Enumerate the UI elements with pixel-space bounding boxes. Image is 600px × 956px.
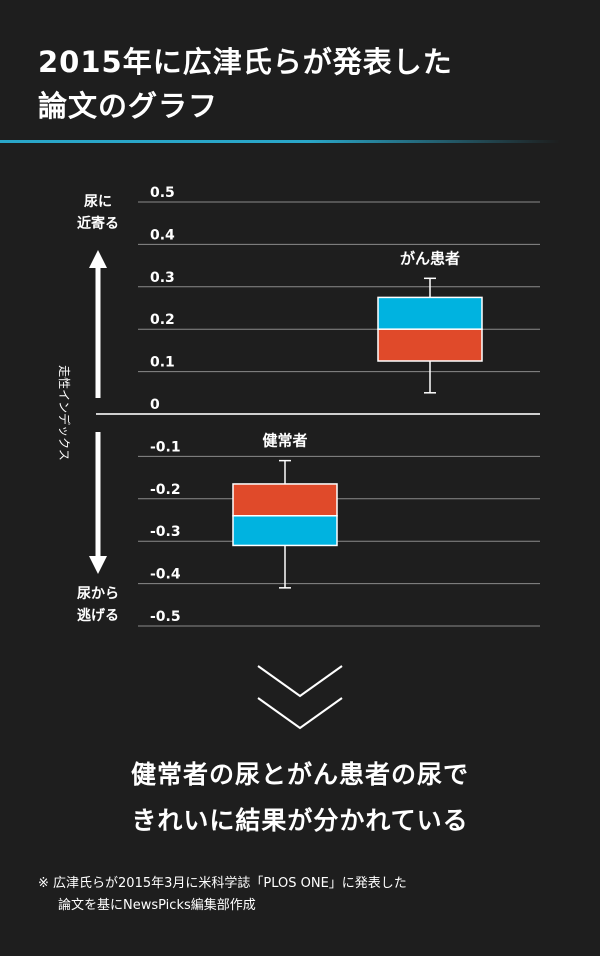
- axis-annotation: 尿に 近寄る 尿から 逃げる 走性インデックス: [57, 194, 119, 624]
- box-lower-half: [232, 515, 338, 547]
- y-tick-label: -0.2: [150, 482, 181, 498]
- footnote-line-2: 論文を基にNewsPicks編集部作成: [58, 898, 256, 913]
- direction-top-line2: 近寄る: [77, 215, 119, 232]
- conclusion-line-2: きれいに結果が分かれている: [131, 806, 469, 835]
- y-tick-label: 0.5: [150, 185, 175, 201]
- y-tick-label: 0.2: [150, 312, 175, 328]
- series-label: がん患者: [400, 249, 460, 267]
- y-tick-label: -0.5: [150, 609, 181, 625]
- box-healthy: 健常者: [232, 432, 338, 589]
- box-cancer: がん患者: [377, 249, 483, 394]
- arrow-down-icon: [89, 556, 107, 574]
- y-tick-label: 0: [150, 397, 160, 413]
- conclusion-text: 健常者の尿とがん患者の尿で きれいに結果が分かれている: [0, 752, 600, 844]
- chevron-down-icon: [257, 665, 343, 730]
- direction-bottom-line2: 逃げる: [77, 607, 119, 624]
- boxplot-chart: 0.5 0.4 0.3 0.2 0.1 0 -0.1 -0.2 -0.3 -0.4 -0.5 尿に …: [57, 185, 540, 627]
- series-label: 健常者: [262, 432, 307, 450]
- box-layer: 健常者 がん患者: [232, 249, 483, 589]
- y-tick-label: -0.3: [150, 524, 181, 540]
- conclusion-line-1: 健常者の尿とがん患者の尿で: [130, 760, 469, 789]
- box-lower-half: [377, 328, 483, 362]
- box-upper-half: [232, 483, 338, 517]
- direction-top-line1: 尿に: [84, 194, 112, 210]
- box-upper-half: [377, 296, 483, 330]
- tick-label-layer: 0.5 0.4 0.3 0.2 0.1 0 -0.1 -0.2 -0.3 -0.4 -0.5: [150, 185, 181, 625]
- footnote: ※ 広津氏らが2015年3月に米科学誌「PLOS ONE」に発表した 論文を基に…: [38, 873, 578, 917]
- y-tick-label: 0.1: [150, 355, 175, 371]
- y-tick-label: 0.4: [150, 227, 175, 243]
- accent-divider: [0, 140, 560, 143]
- title-line-1: 2015年に広津氏らが発表した: [38, 45, 453, 79]
- y-tick-label: -0.1: [150, 439, 181, 455]
- grid-layer: [96, 201, 540, 627]
- title-line-2: 論文のグラフ: [38, 89, 219, 123]
- footnote-line-1: ※ 広津氏らが2015年3月に米科学誌「PLOS ONE」に発表した: [38, 876, 407, 891]
- y-tick-label: 0.3: [150, 270, 175, 286]
- y-axis-label: 走性インデックス: [57, 365, 72, 461]
- arrow-up-icon: [89, 250, 107, 268]
- y-tick-label: -0.4: [150, 567, 181, 583]
- page-title: 2015年に広津氏らが発表した 論文のグラフ: [38, 40, 558, 128]
- direction-bottom-line1: 尿から: [77, 586, 119, 602]
